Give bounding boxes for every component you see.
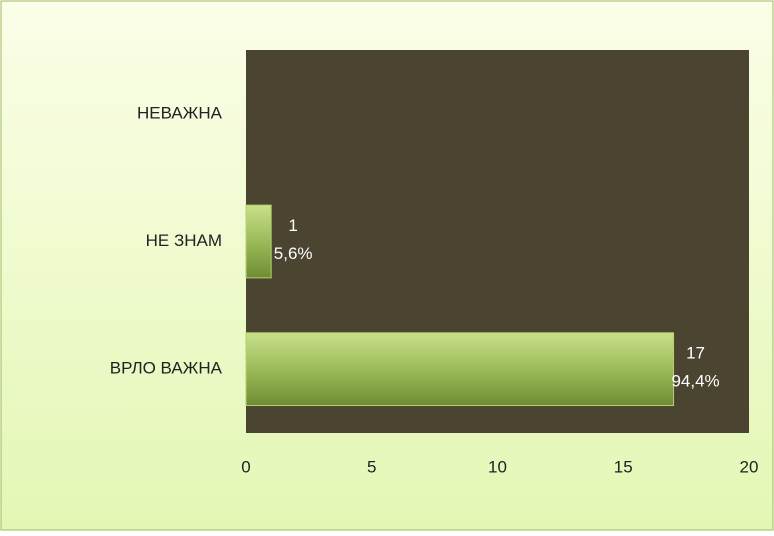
bar: [245, 332, 675, 407]
data-label: 1: [288, 216, 297, 235]
y-tick-label: НЕВАЖНА: [137, 103, 223, 122]
x-tick-label: 5: [367, 457, 376, 476]
x-tick-label: 10: [488, 457, 507, 476]
bar: [245, 204, 272, 279]
y-tick-label: НЕ ЗНАМ: [146, 231, 222, 250]
x-tick-label: 0: [241, 457, 250, 476]
data-label: 94,4%: [671, 372, 719, 391]
x-tick-label: 15: [614, 457, 633, 476]
data-label: 5,6%: [274, 244, 313, 263]
y-tick-label: ВРЛО ВАЖНА: [110, 359, 223, 378]
data-label: 17: [686, 344, 705, 363]
x-tick-label: 20: [740, 457, 759, 476]
